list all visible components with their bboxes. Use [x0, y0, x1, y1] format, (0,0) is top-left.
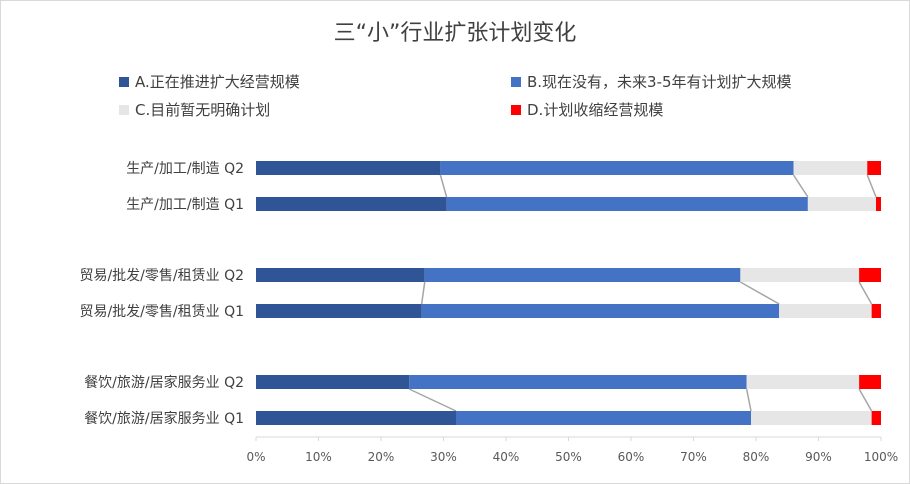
x-tick-label: 10%: [305, 450, 332, 464]
series-line: [866, 174, 877, 198]
bar-segment: [751, 411, 872, 425]
category-label: 餐饮/旅游/居家服务业 Q1: [84, 410, 244, 427]
series-line: [740, 281, 780, 305]
bar-segment: [859, 268, 881, 282]
x-tick-label: 60%: [618, 450, 645, 464]
bar-segment: [256, 197, 447, 211]
bar-segment: [746, 375, 860, 389]
bar-segment: [456, 411, 751, 425]
legend-label-c: C.目前暂无明确计划: [135, 101, 271, 119]
bar-segment: [859, 375, 881, 389]
legend-label-d: D.计划收缩经营规模: [527, 101, 664, 119]
category-label: 生产/加工/制造 Q2: [126, 161, 244, 177]
x-tick-label: 100%: [864, 450, 898, 464]
legend-item-d: D.计划收缩经营规模: [511, 99, 663, 120]
legend-swatch-a: [119, 76, 129, 87]
bar-segment: [256, 411, 456, 425]
series-line: [858, 281, 873, 305]
bar-segment: [871, 304, 881, 318]
x-tick-label: 90%: [805, 450, 832, 464]
chart-title: 三“小”行业扩张计划变化: [333, 21, 577, 46]
legend-swatch-d: [511, 104, 521, 115]
x-tick-label: 30%: [430, 450, 457, 464]
x-tick-label: 0%: [246, 450, 265, 464]
bar-segment: [871, 411, 881, 425]
legend-swatch-b: [511, 76, 521, 87]
bar-segment: [256, 161, 441, 175]
series-line: [408, 388, 457, 412]
series-line: [420, 281, 426, 305]
series-line: [792, 174, 809, 198]
bar-segment: [867, 161, 881, 175]
bar-segment: [740, 268, 860, 282]
category-label: 餐饮/旅游/居家服务业 Q2: [84, 374, 244, 391]
category-label: 贸易/批发/零售/租赁业 Q1: [79, 304, 244, 320]
bar-segment: [793, 161, 868, 175]
category-label: 生产/加工/制造 Q1: [126, 197, 244, 213]
legend-swatch-c: [119, 104, 129, 115]
bar-segment: [421, 304, 780, 318]
bar-segment: [424, 268, 741, 282]
legend-item-c: C.目前暂无明确计划: [119, 99, 270, 120]
series-line: [858, 388, 873, 412]
x-tick-label: 40%: [493, 450, 520, 464]
category-label: 贸易/批发/零售/租赁业 Q2: [79, 268, 244, 284]
legend-label-a: A.正在推进扩大经营规模: [135, 73, 300, 91]
bar-segment: [876, 197, 881, 211]
series-line: [439, 174, 448, 198]
bar-segment: [256, 268, 425, 282]
series-line: [745, 388, 752, 412]
bar-segment: [807, 197, 876, 211]
bar-segment: [440, 161, 794, 175]
bar-segment: [409, 375, 747, 389]
x-tick-label: 50%: [555, 450, 582, 464]
x-tick-label: 80%: [743, 450, 770, 464]
legend-item-b: B.现在没有，未来3-5年有计划扩大规模: [511, 71, 792, 92]
bar-segment: [256, 304, 422, 318]
legend-label-b: B.现在没有，未来3-5年有计划扩大规模: [527, 73, 792, 91]
x-tick-label: 70%: [680, 450, 707, 464]
bar-segment: [256, 375, 410, 389]
legend-item-a: A.正在推进扩大经营规模: [119, 71, 300, 92]
bar-segment: [446, 197, 808, 211]
x-tick-label: 20%: [368, 450, 395, 464]
bar-segment: [779, 304, 872, 318]
